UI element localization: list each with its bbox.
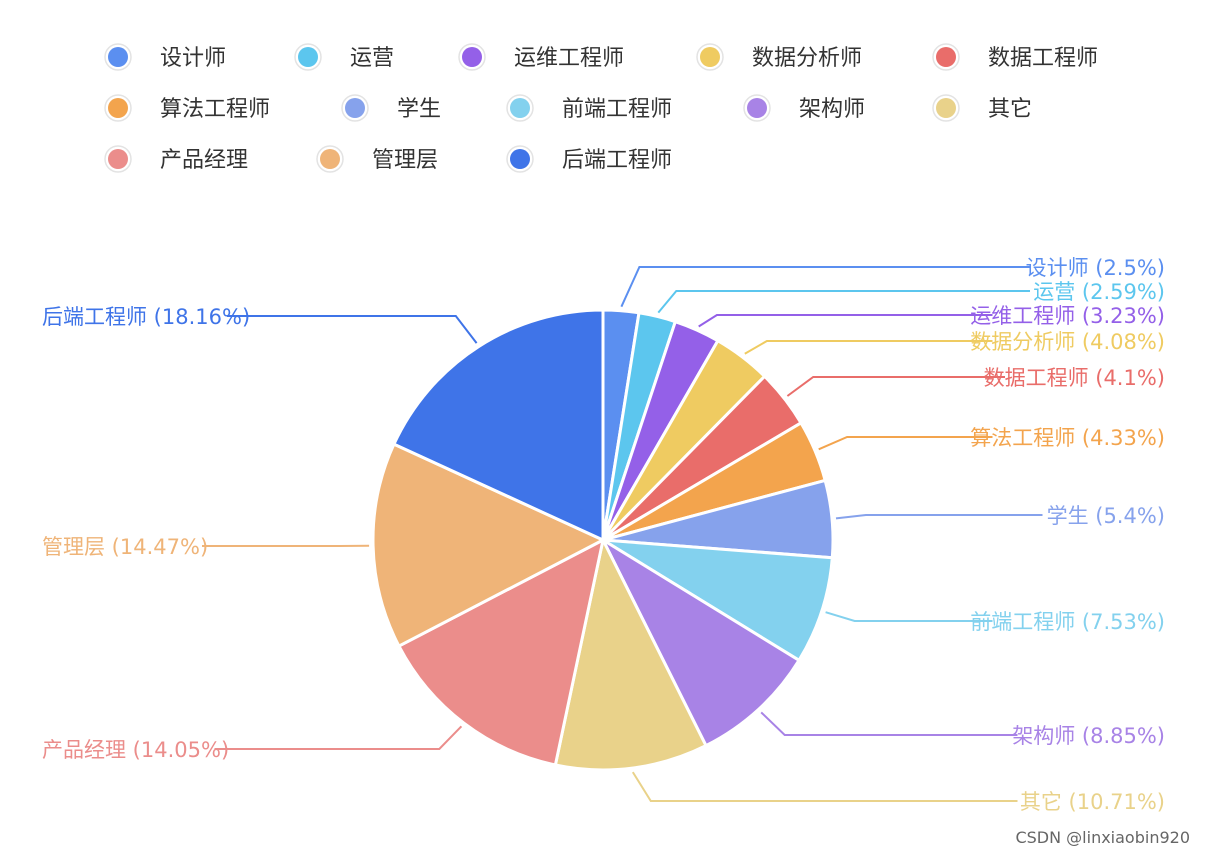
legend-marker [747,98,767,118]
leader-line [786,376,1005,397]
leader-line [620,266,1030,308]
slice-label: 运维工程师 (3.23%) [970,304,1165,328]
leader-line [825,611,993,622]
legend-marker [936,47,956,67]
leader-line [698,314,993,328]
legend-item[interactable]: 管理层 [316,145,438,173]
legend-marker [320,149,340,169]
slice-label: 学生 (5.4%) [1047,504,1165,528]
leader-line [760,711,1018,736]
leader-line [631,771,1018,802]
legend-item[interactable]: 前端工程师 [506,94,672,122]
legend-item[interactable]: 运维工程师 [458,43,624,71]
leader-line [744,340,993,355]
legend-item[interactable]: 产品经理 [104,145,248,173]
slice-label: 运营 (2.59%) [1033,280,1165,304]
legend-item[interactable]: 数据分析师 [696,43,862,71]
legend-label: 数据工程师 [988,46,1098,71]
pie-slice[interactable] [392,308,605,542]
slice-label: 管理层 (14.47%) [42,535,208,559]
slice-label: 数据分析师 (4.08%) [970,330,1165,354]
legend-marker [108,98,128,118]
leader-line [818,436,993,451]
legend-item[interactable]: 设计师 [104,43,226,71]
pie-slice[interactable] [553,538,708,772]
slice-label: 后端工程师 (18.16%) [42,305,250,329]
legend-label: 产品经理 [160,148,248,173]
legend-label: 设计师 [160,46,226,71]
legend-marker [510,98,530,118]
slice-label: 产品经理 (14.05%) [42,738,229,762]
legend-label: 其它 [988,97,1032,122]
pie-slices [371,308,835,772]
legend-marker [298,47,318,67]
slice-label: 算法工程师 (4.33%) [970,426,1165,450]
legend-label: 学生 [397,97,441,122]
leader-line [657,290,1030,314]
legend-label: 算法工程师 [160,97,270,122]
leader-line [227,315,478,344]
legend-marker [108,149,128,169]
pie-slice[interactable] [397,538,605,767]
legend-marker [700,47,720,67]
legend-marker [108,47,128,67]
legend-item[interactable]: 运营 [294,43,394,71]
legend-marker [510,149,530,169]
slice-labels: 设计师 (2.5%)运营 (2.59%)运维工程师 (3.23%)数据分析师 (… [42,256,1165,814]
pie-slice[interactable] [601,538,834,662]
legend-label: 管理层 [372,148,438,173]
slice-label: 设计师 (2.5%) [1026,256,1165,280]
slice-label: 其它 (10.71%) [1020,790,1165,814]
legend-item[interactable]: 数据工程师 [932,43,1098,71]
legend-item[interactable]: 学生 [341,94,441,122]
leader-line [835,514,1043,520]
legend-item[interactable]: 其它 [932,94,1032,122]
legend-label: 后端工程师 [562,148,672,173]
legend-item[interactable]: 后端工程师 [506,145,672,173]
legend-label: 运维工程师 [514,46,624,71]
watermark-text: CSDN @linxiaobin920 [1015,828,1190,847]
pie-slice[interactable] [601,538,801,748]
legend-item[interactable]: 算法工程师 [104,94,270,122]
leader-lines [202,266,1043,802]
legend-label: 数据分析师 [752,46,862,71]
slice-label: 数据工程师 (4.1%) [984,366,1165,390]
legend-item[interactable]: 架构师 [743,94,865,122]
slice-label: 前端工程师 (7.53%) [970,610,1165,634]
pie-slice[interactable] [371,442,605,648]
legend-marker [345,98,365,118]
legend-label: 前端工程师 [562,97,672,122]
legend-label: 运营 [350,46,394,71]
leader-line [214,725,463,750]
legend-marker [936,98,956,118]
slice-label: 架构师 (8.85%) [1012,724,1165,748]
legend-marker [462,47,482,67]
legend-label: 架构师 [799,97,865,122]
